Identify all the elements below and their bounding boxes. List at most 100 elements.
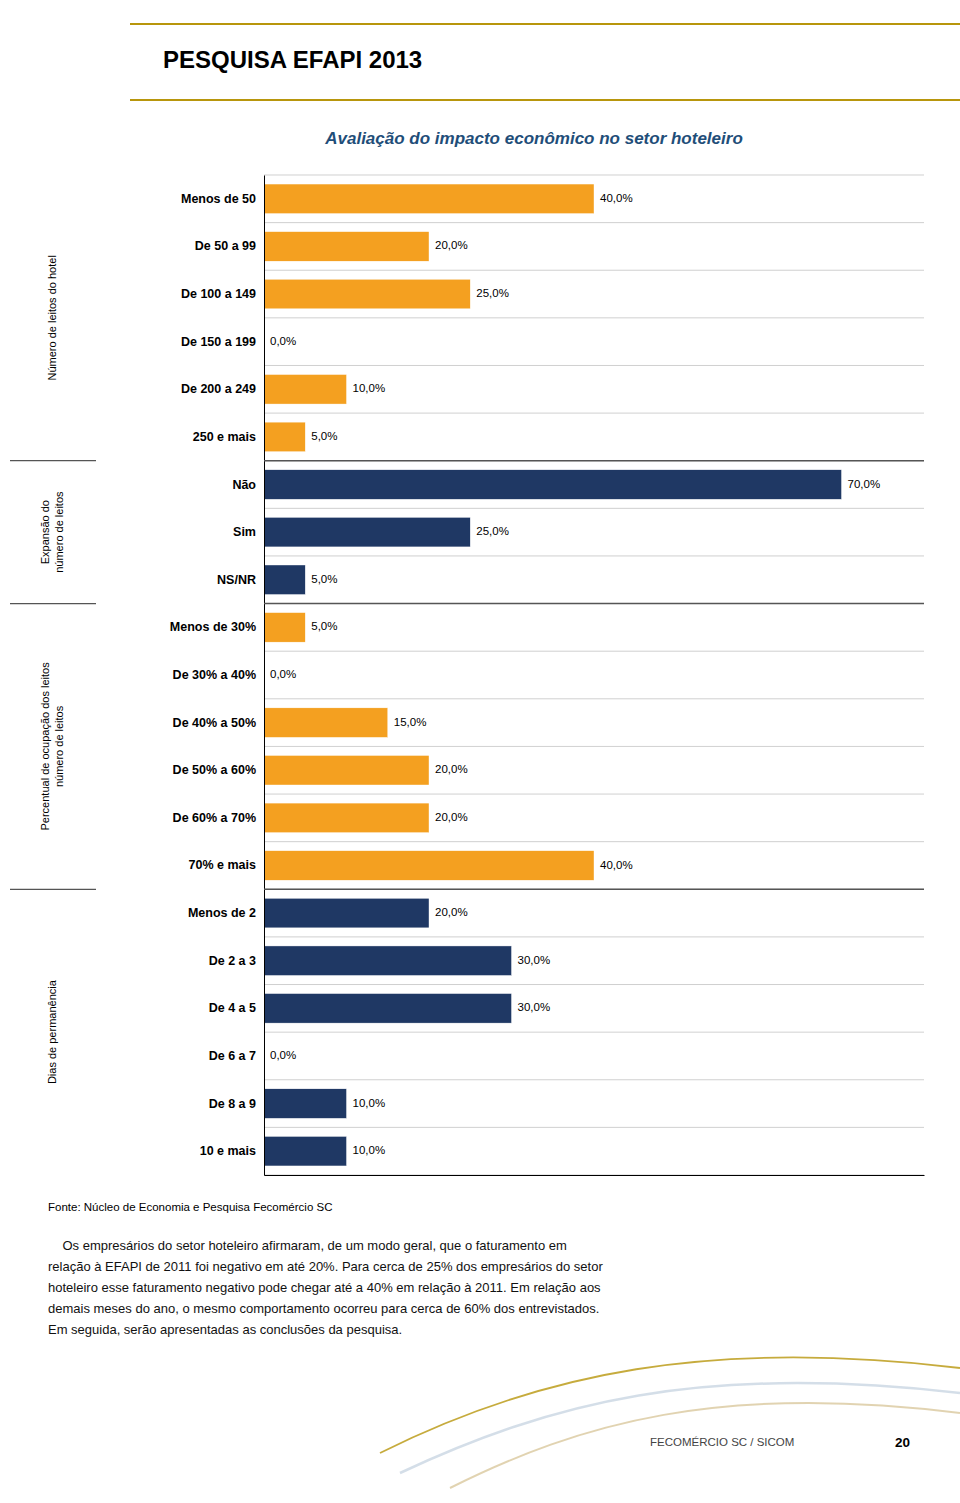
y-tick-label: 10 e mais bbox=[200, 1144, 256, 1158]
body-line: demais meses do ano, o mesmo comportamen… bbox=[48, 1301, 599, 1316]
bar bbox=[264, 946, 512, 976]
y-axis: Menos de 50De 50 a 99De 100 a 149De 150 … bbox=[170, 176, 265, 1176]
row-rule bbox=[264, 460, 924, 461]
data-label: 20,0% bbox=[435, 239, 468, 251]
group-label-line: Dias de permanência bbox=[46, 979, 58, 1084]
data-label: 15,0% bbox=[394, 716, 427, 728]
group-label-line: número de leitos bbox=[53, 491, 65, 573]
bar bbox=[264, 994, 512, 1024]
y-tick: 10 e mais bbox=[200, 1144, 264, 1158]
row-rule bbox=[264, 1175, 924, 1176]
y-tick: 70% e mais bbox=[189, 858, 264, 872]
bar bbox=[264, 851, 594, 881]
y-tick-label: Não bbox=[232, 478, 256, 492]
y-tick: De 6 a 7 bbox=[209, 1049, 264, 1063]
row-rule bbox=[264, 746, 924, 747]
group-label-line: Expansão do bbox=[39, 500, 51, 564]
data-labels: 40,0% 20,0% 25,0% 0,0% 10,0% 5,0% 70,0% 25,0% 5,… bbox=[270, 192, 880, 1156]
data-label: 25,0% bbox=[476, 287, 509, 299]
data-label: 40,0% bbox=[600, 192, 633, 204]
y-tick: De 30% a 40% bbox=[173, 668, 264, 682]
data-label: 5,0% bbox=[311, 573, 337, 585]
row-rule bbox=[264, 508, 924, 509]
header-rule bbox=[130, 99, 960, 101]
body-line: Os empresários do setor hoteleiro afirma… bbox=[48, 1238, 567, 1253]
y-tick-label: 250 e mais bbox=[193, 430, 256, 444]
y-tick: De 100 a 149 bbox=[181, 287, 264, 301]
row-rule bbox=[264, 1127, 924, 1128]
body-line: relação à EFAPI de 2011 foi negativo em … bbox=[48, 1259, 603, 1274]
header: PESQUISA EFAPI 2013 bbox=[163, 46, 422, 73]
decoration bbox=[380, 1357, 960, 1488]
bar bbox=[264, 755, 429, 785]
row-rule bbox=[264, 698, 924, 699]
data-label: 70,0% bbox=[848, 478, 881, 490]
row-rule bbox=[264, 984, 924, 985]
row-rule bbox=[264, 365, 924, 366]
swoosh bbox=[450, 1403, 960, 1488]
data-label: 20,0% bbox=[435, 906, 468, 918]
y-tick-label: De 40% a 50% bbox=[173, 716, 256, 730]
row-rule bbox=[264, 270, 924, 271]
row-rule bbox=[264, 936, 924, 937]
group-separator bbox=[264, 889, 924, 891]
swoosh bbox=[400, 1383, 960, 1473]
group-label-line: número de leitos bbox=[53, 705, 65, 787]
y-tick: Sim bbox=[233, 525, 264, 539]
bar bbox=[264, 565, 305, 595]
data-label: 30,0% bbox=[518, 1001, 551, 1013]
bar bbox=[264, 232, 429, 262]
data-label: 10,0% bbox=[353, 1144, 386, 1156]
header-rule bbox=[130, 23, 960, 25]
group-labels: Número de leitos do hotelExpansão donúme… bbox=[10, 255, 924, 1084]
bar bbox=[264, 375, 347, 405]
y-tick: De 150 a 199 bbox=[181, 335, 264, 349]
data-label: 5,0% bbox=[311, 620, 337, 632]
bar bbox=[264, 1089, 347, 1119]
publisher: FECOMÉRCIO SC / SICOM bbox=[650, 1436, 794, 1448]
body-line: hoteleiro esse faturamento negativo pode… bbox=[48, 1280, 601, 1295]
y-tick: NS/NR bbox=[217, 573, 264, 587]
data-label: 20,0% bbox=[435, 763, 468, 775]
y-tick-label: De 4 a 5 bbox=[209, 1001, 256, 1015]
data-label: 25,0% bbox=[476, 525, 509, 537]
chart-title: Avaliação do impacto econômico no setor … bbox=[324, 129, 743, 148]
group-label: Número de leitos do hotel bbox=[46, 255, 58, 380]
y-tick-label: De 50% a 60% bbox=[173, 763, 256, 777]
y-axis-line bbox=[264, 176, 265, 1176]
y-tick: De 60% a 70% bbox=[173, 811, 264, 825]
y-tick-label: De 2 a 3 bbox=[209, 954, 256, 968]
group-separator bbox=[264, 460, 924, 462]
group-label-line: Percentual de ocupação dos leitos bbox=[39, 662, 51, 831]
bar bbox=[264, 1136, 347, 1166]
y-tick-label: De 150 a 199 bbox=[181, 335, 256, 349]
y-tick-label: Menos de 2 bbox=[188, 906, 256, 920]
bar bbox=[264, 517, 470, 547]
data-label: 0,0% bbox=[270, 1049, 296, 1061]
page-number: 20 bbox=[895, 1435, 910, 1450]
x-axis bbox=[265, 1175, 925, 1176]
bar bbox=[264, 613, 305, 643]
source: Fonte: Núcleo de Economia e Pesquisa Fec… bbox=[48, 1201, 332, 1213]
grid bbox=[264, 175, 924, 1175]
bar bbox=[264, 184, 594, 214]
bars bbox=[264, 184, 842, 1166]
y-tick: Não bbox=[232, 478, 264, 492]
y-tick: De 200 a 249 bbox=[181, 382, 264, 396]
data-label: 30,0% bbox=[518, 954, 551, 966]
row-rule bbox=[264, 175, 924, 176]
data-label: 5,0% bbox=[311, 430, 337, 442]
y-tick-label: Sim bbox=[233, 525, 256, 539]
data-label: 20,0% bbox=[435, 811, 468, 823]
row-rule bbox=[264, 317, 924, 318]
y-tick-label: De 8 a 9 bbox=[209, 1097, 256, 1111]
data-label: 40,0% bbox=[600, 859, 633, 871]
bar bbox=[264, 470, 842, 500]
bar bbox=[264, 803, 429, 833]
data-label: 0,0% bbox=[270, 335, 296, 347]
group-label: Expansão donúmero de leitos bbox=[39, 491, 64, 573]
y-tick: De 50 a 99 bbox=[195, 239, 264, 253]
y-tick: 250 e mais bbox=[193, 430, 264, 444]
data-label: 0,0% bbox=[270, 668, 296, 680]
row-rule bbox=[264, 413, 924, 414]
